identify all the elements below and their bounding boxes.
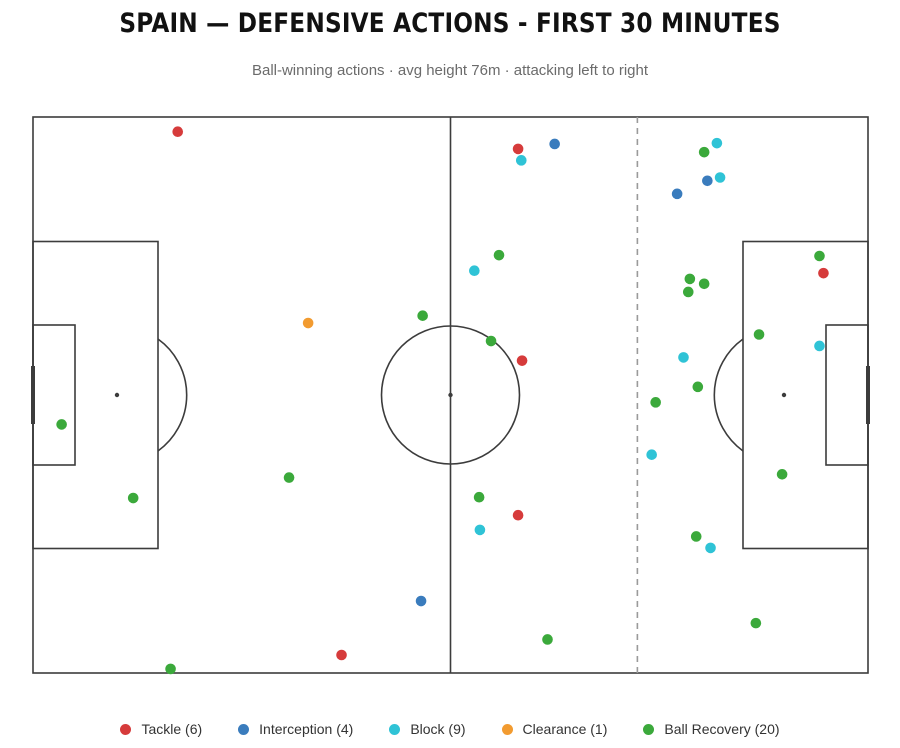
ball-recovery-point bbox=[692, 381, 704, 393]
block-point bbox=[705, 542, 716, 554]
legend-label: Clearance (1) bbox=[522, 721, 608, 737]
centre-circle bbox=[380, 325, 521, 465]
ball-recovery-point bbox=[682, 286, 694, 298]
block-point bbox=[714, 172, 726, 183]
left-penalty-area bbox=[32, 240, 159, 550]
ball-recovery-point bbox=[698, 278, 710, 290]
right-six-yard-box bbox=[825, 324, 869, 466]
right-penalty-spot bbox=[781, 392, 787, 398]
ball-recovery-point bbox=[753, 329, 765, 340]
legend-swatch bbox=[389, 723, 401, 735]
legend-swatch bbox=[643, 723, 655, 735]
ball-recovery-point bbox=[417, 310, 428, 321]
interception-point bbox=[415, 595, 427, 607]
legend-swatch bbox=[120, 723, 132, 735]
ball-recovery-point bbox=[165, 663, 176, 675]
legend-swatch bbox=[238, 723, 250, 735]
tackle-point bbox=[512, 509, 524, 521]
ball-recovery-point bbox=[485, 335, 497, 347]
interception-point bbox=[549, 138, 560, 150]
legend-item-block: Block (9) bbox=[389, 721, 466, 737]
chart-subtitle: Ball-winning actions · avg height 76m · … bbox=[251, 62, 649, 79]
ball-recovery-point bbox=[650, 397, 661, 408]
ball-recovery-point bbox=[684, 273, 696, 285]
ball-recovery-point bbox=[127, 492, 139, 504]
legend-item-ball-recovery: Ball Recovery (20) bbox=[643, 721, 780, 737]
ball-recovery-point bbox=[493, 249, 505, 261]
ball-recovery-point bbox=[698, 146, 710, 158]
block-point bbox=[814, 340, 825, 352]
interception-point bbox=[671, 188, 683, 200]
block-point bbox=[646, 449, 657, 460]
interception-point bbox=[702, 175, 713, 187]
legend-label: Ball Recovery (20) bbox=[664, 721, 780, 737]
ball-recovery-point bbox=[473, 491, 485, 503]
legend-item-tackle: Tackle (6) bbox=[120, 721, 202, 737]
block-point bbox=[711, 137, 723, 149]
centre-spot bbox=[448, 392, 453, 398]
left-penalty-spot bbox=[114, 392, 120, 398]
right-penalty-arc bbox=[713, 338, 744, 452]
ball-recovery-point bbox=[690, 531, 702, 542]
ball-recovery-point bbox=[776, 469, 788, 480]
ball-recovery-point bbox=[283, 472, 295, 483]
right-penalty-area bbox=[742, 240, 869, 550]
legend: Tackle (6) Interception (4) Block (9) Clear… bbox=[0, 717, 900, 741]
tackle-point bbox=[818, 267, 829, 279]
tackle-point bbox=[516, 355, 528, 366]
legend-item-clearance: Clearance (1) bbox=[501, 721, 608, 737]
legend-label: Block (9) bbox=[410, 721, 466, 737]
tackle-point bbox=[172, 126, 184, 138]
pitch-markings bbox=[31, 116, 870, 674]
left-six-yard-box bbox=[32, 324, 76, 466]
ball-recovery-point bbox=[814, 250, 825, 262]
chart-title: SPAIN — DEFENSIVE ACTIONS - FIRST 30 MIN… bbox=[119, 8, 781, 39]
tackle-point bbox=[336, 649, 347, 661]
ball-recovery-point bbox=[56, 419, 67, 430]
block-point bbox=[515, 155, 527, 166]
ball-recovery-point bbox=[542, 634, 553, 645]
block-point bbox=[469, 265, 480, 277]
ball-recovery-point bbox=[750, 617, 762, 629]
left-penalty-arc bbox=[157, 338, 188, 452]
legend-item-interception: Interception (4) bbox=[238, 721, 353, 737]
tackle-point bbox=[512, 143, 524, 155]
block-point bbox=[678, 352, 689, 363]
legend-label: Interception (4) bbox=[259, 721, 354, 737]
clearance-point bbox=[302, 317, 314, 329]
legend-swatch bbox=[501, 723, 513, 735]
action-points bbox=[56, 126, 829, 675]
legend-label: Tackle (6) bbox=[141, 721, 203, 737]
block-point bbox=[474, 524, 486, 536]
